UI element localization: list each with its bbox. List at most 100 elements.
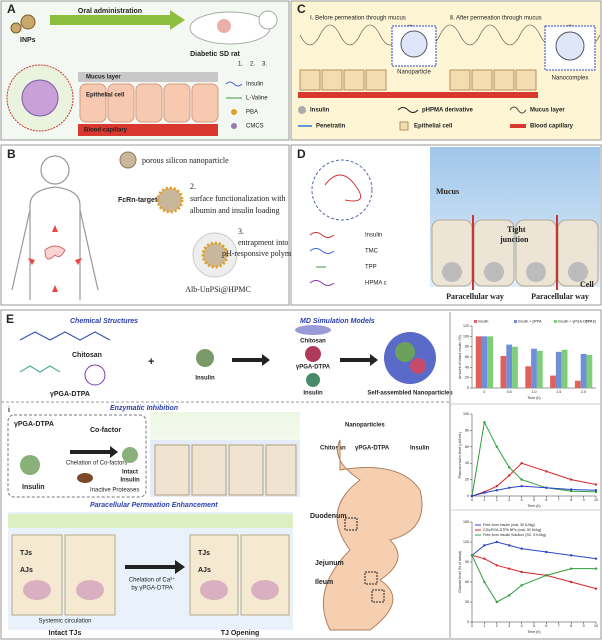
legend-swatch xyxy=(474,320,477,323)
x-axis-title: Time (h) xyxy=(527,630,540,634)
label: Inactive Proteases xyxy=(90,488,139,494)
label: Cell xyxy=(580,280,595,289)
label: Duodenum xyxy=(310,513,347,520)
y-tick-label: 80 xyxy=(465,345,469,349)
label: AJs xyxy=(20,567,33,574)
y-tick-label: 60 xyxy=(465,445,469,449)
point xyxy=(545,470,548,473)
label: by γPGA-DTPA xyxy=(131,586,172,592)
x-tick-label: 8 xyxy=(570,498,572,502)
legend-label: TPP xyxy=(365,265,377,271)
legend-label: Mucus layer xyxy=(530,108,565,114)
label: entrapment into xyxy=(238,238,288,247)
point xyxy=(520,478,523,481)
label: surface functionalization with xyxy=(190,194,286,203)
panel-c: C Ⅰ. Before permeation through mucus Ⅱ. … xyxy=(290,0,602,141)
label: Co-factor xyxy=(90,427,121,434)
label: Paracellular way xyxy=(531,292,589,301)
y-tick-label: 120 xyxy=(463,540,469,544)
point xyxy=(594,489,598,492)
point xyxy=(594,587,598,590)
legend-label: Insulin xyxy=(246,82,263,88)
label: 3. xyxy=(238,227,244,236)
label: Insulin xyxy=(303,391,323,397)
label: Intact xyxy=(122,470,138,476)
legend-label: pHPMA derivative xyxy=(422,108,473,114)
note: (n = 6) xyxy=(586,319,597,323)
bar xyxy=(561,349,568,388)
legend-swatch xyxy=(554,320,557,323)
x-tick-label: 1.5 xyxy=(556,390,561,394)
point xyxy=(594,490,598,494)
x-tick-label: 3 xyxy=(508,624,510,628)
line xyxy=(471,462,597,497)
x-tick-label: 4 xyxy=(521,624,523,628)
label: Nanoparticle xyxy=(397,70,431,76)
point xyxy=(570,567,573,570)
point xyxy=(508,544,511,547)
label: Paracellular way xyxy=(446,292,504,301)
label: albumin and insulin loading xyxy=(190,206,280,215)
x-tick-label: 7 xyxy=(558,498,560,502)
point xyxy=(483,421,486,424)
label: TJs xyxy=(20,550,32,557)
line xyxy=(471,554,597,590)
label: Nanocomplex xyxy=(552,76,589,82)
label: porous silicon nanoparticle xyxy=(142,156,229,165)
x-tick-label: 8 xyxy=(570,624,572,628)
point xyxy=(520,570,523,574)
label: 3. xyxy=(262,62,267,68)
label: Chemical Structures xyxy=(70,318,138,325)
bar xyxy=(475,336,482,388)
point xyxy=(495,484,498,488)
legend-label: L-Valine xyxy=(246,96,268,102)
x-tick-label: 0 xyxy=(483,390,485,394)
point xyxy=(520,584,523,587)
x-tick-label: 6 xyxy=(545,624,547,628)
label: Enzymatic Inhibition xyxy=(110,405,178,412)
label: Jejunum xyxy=(315,560,344,567)
point xyxy=(483,491,486,494)
x-tick-label: 10 xyxy=(594,498,598,502)
label: Systemic circulation xyxy=(38,619,91,625)
legend-label: Penetratin xyxy=(316,124,346,130)
point xyxy=(508,474,511,477)
point xyxy=(495,540,498,544)
x-tick-label: 6 xyxy=(545,498,547,502)
bar xyxy=(525,366,532,388)
y-axis-title: Plasma insulin level (μIU/mL) xyxy=(458,432,462,479)
bar xyxy=(487,336,494,388)
panel-label: E xyxy=(6,312,14,326)
y-tick-label: 0 xyxy=(467,386,469,390)
point xyxy=(495,489,498,492)
point xyxy=(495,600,498,604)
panel-label: A xyxy=(7,2,16,16)
point xyxy=(483,557,486,560)
x-tick-label: 10 xyxy=(594,624,598,628)
line xyxy=(471,555,596,603)
x-tick-label: 2 xyxy=(496,624,498,628)
point xyxy=(570,488,573,491)
y-tick-label: 20 xyxy=(465,478,469,482)
legend-label: Insulin xyxy=(310,108,330,114)
panel-label: B xyxy=(7,147,16,161)
x-tick-label: 5 xyxy=(533,498,535,502)
point xyxy=(520,462,523,465)
point xyxy=(570,580,573,584)
y-tick-label: 30 xyxy=(465,600,469,604)
point xyxy=(545,486,548,489)
bar xyxy=(481,336,488,388)
legend-label: Insulin + βPPA xyxy=(518,319,542,323)
bar xyxy=(531,348,537,388)
bar xyxy=(550,375,556,388)
x-tick-label: 9 xyxy=(583,498,585,502)
label: + xyxy=(148,356,154,368)
y-tick-label: 90 xyxy=(465,560,469,564)
point xyxy=(495,564,498,567)
line xyxy=(471,420,597,497)
label: Mucus layer xyxy=(86,75,121,81)
point xyxy=(520,484,523,488)
legend-label: PBA xyxy=(246,110,258,116)
